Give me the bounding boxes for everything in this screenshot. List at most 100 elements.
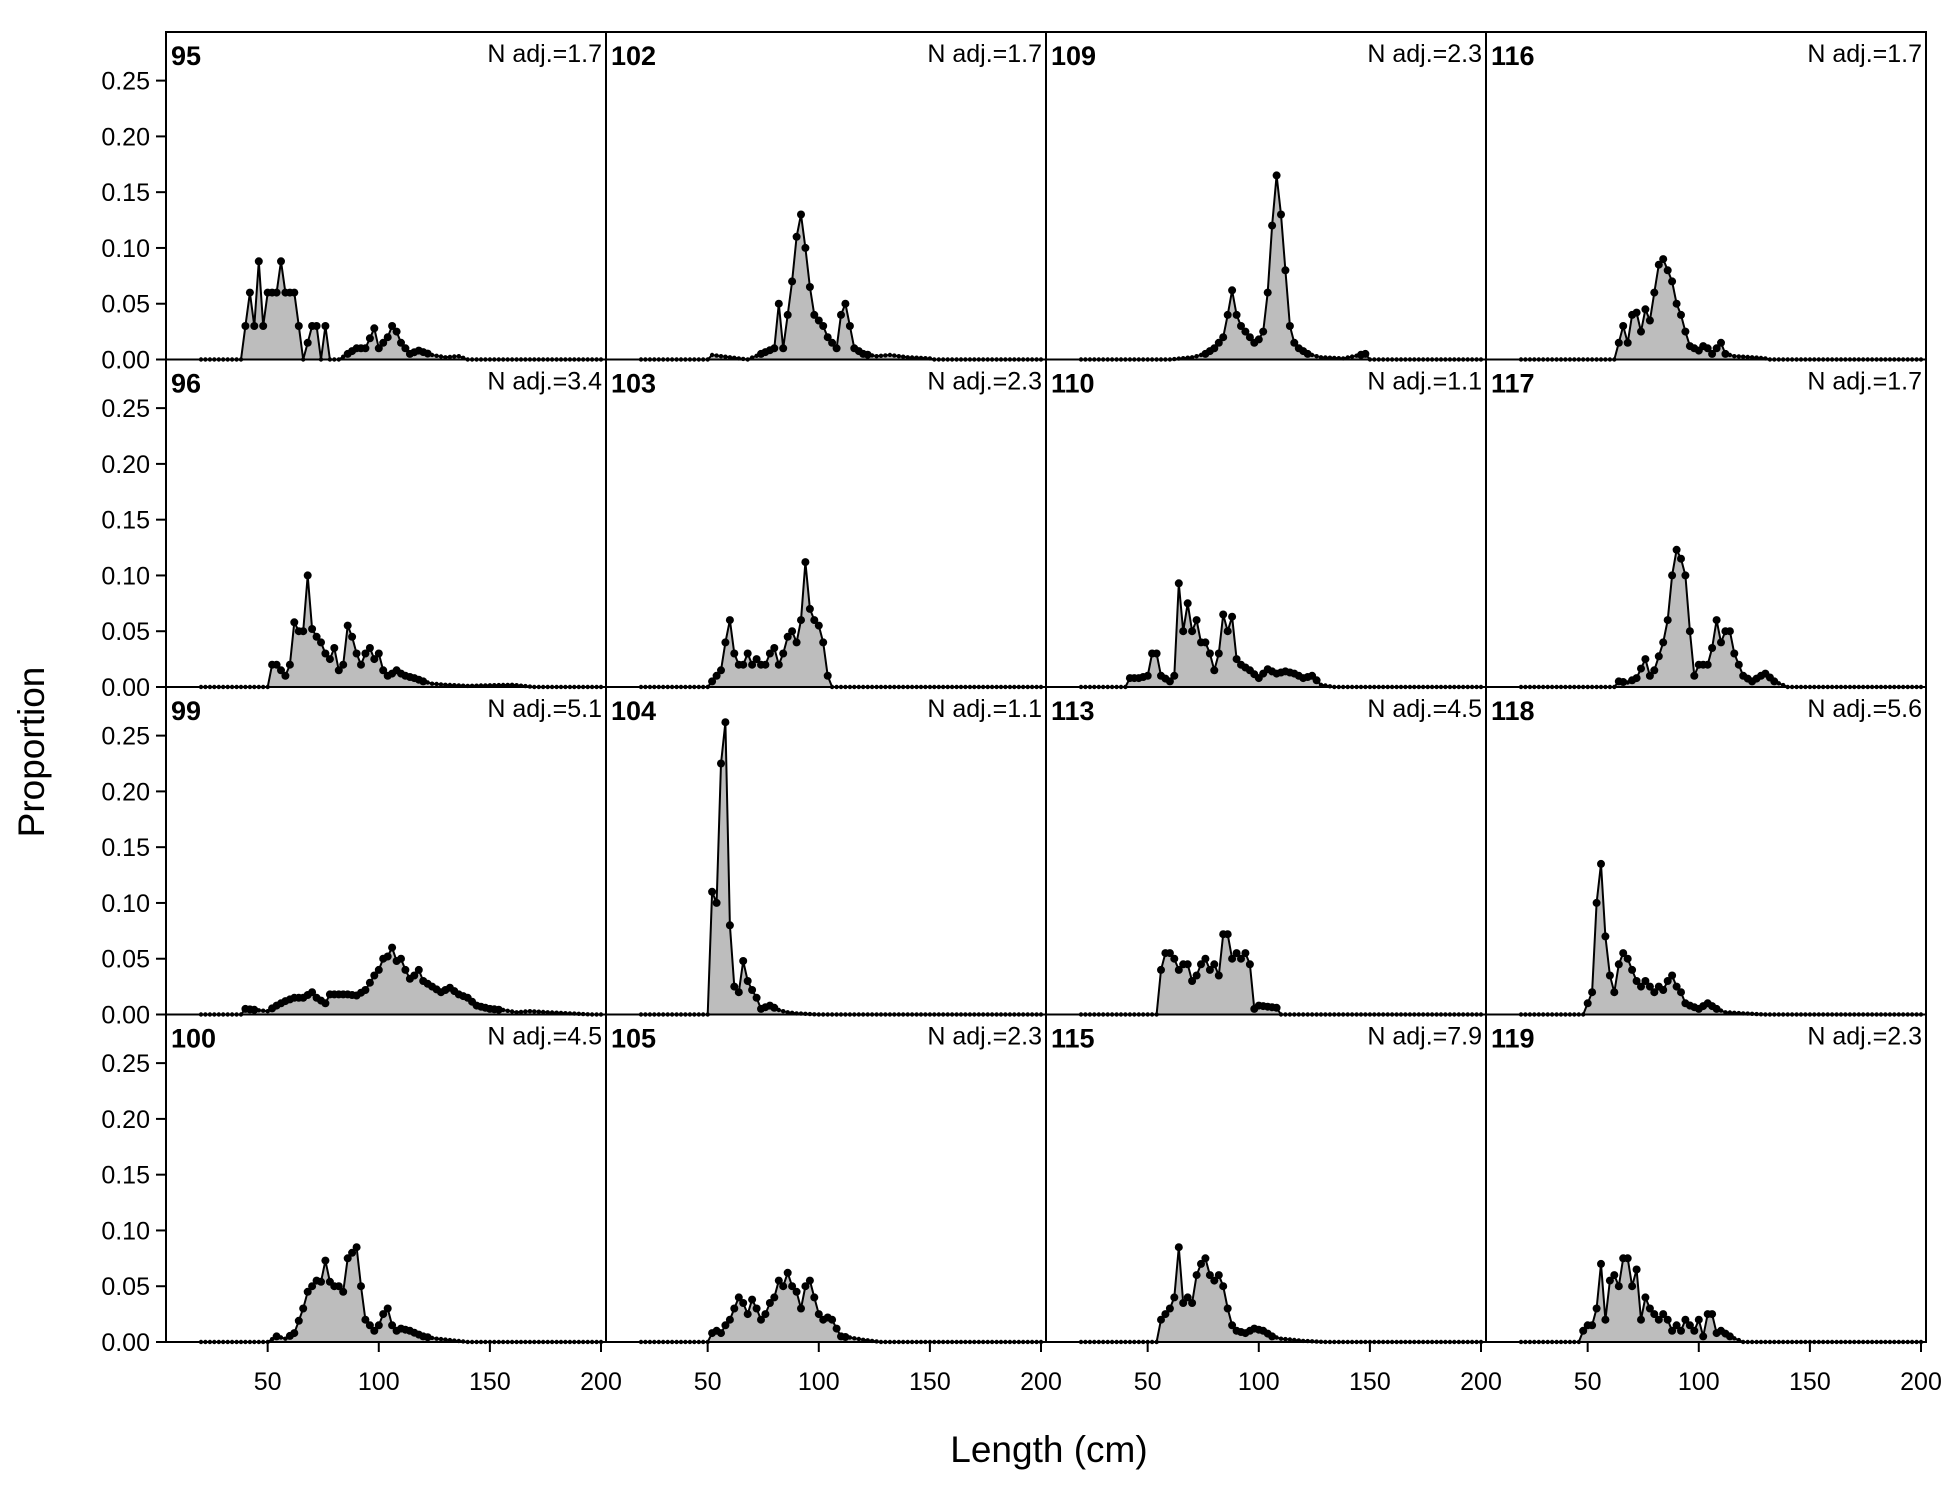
data-point (429, 1335, 435, 1341)
data-point (1183, 599, 1192, 608)
n-adj-label: N adj.=2.3 (927, 368, 1042, 396)
data-point (1245, 333, 1254, 342)
data-point (819, 638, 828, 647)
panel-label: 104 (611, 696, 656, 726)
data-point (501, 1007, 506, 1013)
data-point (272, 288, 281, 297)
data-point (1614, 960, 1623, 969)
data-point (1712, 616, 1721, 625)
data-point (1268, 221, 1277, 230)
data-point (379, 338, 388, 347)
data-point (1152, 649, 1161, 658)
series-line (641, 562, 1041, 688)
data-point (1708, 644, 1717, 652)
data-point (438, 1336, 444, 1342)
panel-label: 100 (171, 1024, 216, 1054)
data-point (419, 677, 428, 686)
data-point (1736, 354, 1742, 359)
data-point (1210, 344, 1219, 353)
data-point (308, 625, 317, 633)
panel-frame (605, 31, 1047, 361)
data-point (452, 354, 457, 359)
data-point (1361, 349, 1370, 358)
data-point (1663, 266, 1672, 275)
data-point (792, 638, 801, 647)
x-tick-label: 50 (694, 1368, 722, 1396)
data-point (1263, 288, 1272, 297)
data-point (1749, 355, 1755, 360)
data-point (272, 1332, 281, 1341)
data-point (774, 1276, 783, 1285)
n-adj-label: N adj.=5.1 (487, 695, 602, 723)
x-tick-label: 100 (798, 1368, 840, 1396)
data-point (792, 232, 801, 241)
panel-96: 96 N adj.=3.4 0.00 0.05 0.10 0.15 0.20 0.25 (101, 358, 607, 702)
data-point (343, 1254, 352, 1263)
data-point (856, 1336, 861, 1342)
data-point (1637, 1315, 1645, 1324)
data-point (325, 655, 334, 664)
data-point (334, 1282, 343, 1291)
data-point (1179, 627, 1188, 636)
data-point (1219, 333, 1228, 342)
data-point (1628, 1282, 1637, 1291)
data-point (1690, 1326, 1699, 1335)
panel-115: 115 N adj.=7.9 50 100 150 200 (1045, 1013, 1502, 1396)
data-point (1672, 1321, 1681, 1330)
data-point (805, 283, 814, 291)
data-point (712, 671, 721, 680)
data-point (874, 354, 879, 359)
data-point (414, 965, 423, 974)
data-point (1161, 1310, 1170, 1319)
data-point (1717, 638, 1725, 647)
data-point (1210, 960, 1219, 969)
data-point (774, 299, 783, 308)
data-point (801, 558, 810, 567)
data-point (299, 627, 308, 636)
data-point (277, 257, 285, 266)
data-point (1170, 1293, 1179, 1302)
data-point (1228, 1321, 1237, 1330)
data-point (1672, 545, 1681, 554)
data-point (443, 355, 448, 360)
data-point (397, 954, 405, 963)
data-point (374, 344, 383, 353)
data-point (1614, 338, 1623, 347)
data-point (1303, 349, 1312, 358)
data-point (828, 338, 837, 347)
data-point (1619, 949, 1628, 958)
data-point (1677, 988, 1685, 997)
data-point (725, 616, 734, 625)
n-adj-label: N adj.=1.1 (1367, 368, 1482, 396)
data-point (434, 353, 439, 358)
data-point (752, 655, 761, 664)
data-point (1632, 1265, 1641, 1274)
data-point (748, 660, 757, 669)
data-point (1681, 327, 1690, 336)
data-point (783, 310, 792, 319)
y-axis-title: Proportion (11, 667, 52, 838)
data-point (1659, 986, 1668, 994)
data-point (810, 310, 819, 319)
panel-frame (1045, 358, 1487, 688)
data-point (352, 649, 361, 658)
data-point (1165, 1304, 1174, 1313)
data-point (299, 1304, 308, 1313)
area-fill (1081, 934, 1481, 1015)
x-tick-label: 200 (1900, 1368, 1942, 1396)
panel-label: 96 (171, 369, 201, 399)
data-point (883, 353, 888, 358)
data-point (523, 1009, 528, 1014)
data-point (1632, 308, 1641, 317)
data-point (1672, 299, 1681, 308)
data-point (1241, 949, 1250, 958)
panel-label: 117 (1491, 369, 1535, 399)
panel-frame (165, 1013, 607, 1343)
panels-layer: 95 N adj.=1.7 0.00 0.05 0.10 0.15 0.20 0.25 102 N… (101, 31, 1942, 1396)
data-point (1241, 327, 1250, 336)
data-point (438, 354, 444, 359)
data-point (285, 660, 294, 669)
area-fill (1521, 1258, 1921, 1342)
data-point (527, 1009, 533, 1014)
data-point (1610, 988, 1619, 997)
